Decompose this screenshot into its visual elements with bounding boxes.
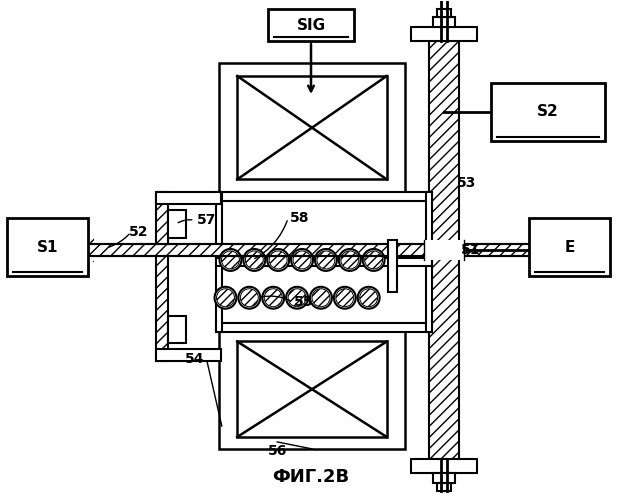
Bar xyxy=(216,322,432,332)
Circle shape xyxy=(358,287,379,308)
Bar xyxy=(168,210,186,238)
Bar xyxy=(88,244,529,256)
Circle shape xyxy=(220,249,241,271)
Bar xyxy=(237,342,387,437)
Bar xyxy=(156,350,221,362)
Bar xyxy=(388,240,396,292)
Bar xyxy=(434,473,455,482)
Circle shape xyxy=(291,249,313,271)
Circle shape xyxy=(215,287,236,308)
Circle shape xyxy=(238,287,260,308)
Circle shape xyxy=(286,287,308,308)
Bar xyxy=(7,218,88,276)
Circle shape xyxy=(288,289,306,306)
Circle shape xyxy=(310,287,332,308)
Bar xyxy=(437,10,451,18)
Circle shape xyxy=(363,249,384,271)
Bar xyxy=(411,27,477,41)
Circle shape xyxy=(364,251,383,269)
Circle shape xyxy=(317,251,335,269)
Bar xyxy=(216,192,221,332)
Text: S2: S2 xyxy=(537,104,559,120)
Circle shape xyxy=(360,289,378,306)
Text: 57: 57 xyxy=(197,213,216,227)
Bar xyxy=(426,192,432,332)
Circle shape xyxy=(240,289,258,306)
Text: S1: S1 xyxy=(37,240,58,254)
Circle shape xyxy=(312,289,330,306)
Bar xyxy=(437,482,451,490)
Circle shape xyxy=(216,289,234,306)
Text: E: E xyxy=(564,240,575,254)
Text: 51: 51 xyxy=(461,243,481,257)
Bar xyxy=(268,10,354,41)
Bar xyxy=(529,218,610,276)
Bar xyxy=(82,238,94,262)
Bar xyxy=(491,83,605,140)
Bar xyxy=(218,330,406,449)
Circle shape xyxy=(339,249,361,271)
Text: 53: 53 xyxy=(457,176,476,190)
Circle shape xyxy=(341,251,359,269)
Circle shape xyxy=(221,251,239,269)
Circle shape xyxy=(245,251,263,269)
Bar xyxy=(237,76,387,180)
Text: SIG: SIG xyxy=(297,18,325,33)
Text: 58: 58 xyxy=(290,211,310,225)
Bar xyxy=(429,41,459,459)
Bar xyxy=(434,18,455,27)
Circle shape xyxy=(269,251,287,269)
Bar xyxy=(424,240,464,260)
Bar xyxy=(168,316,186,344)
Bar xyxy=(156,192,221,204)
Circle shape xyxy=(315,249,337,271)
Circle shape xyxy=(264,289,282,306)
Text: ФИГ.2В: ФИГ.2В xyxy=(272,468,350,485)
Text: 56: 56 xyxy=(267,444,287,458)
Circle shape xyxy=(293,251,311,269)
Circle shape xyxy=(243,249,265,271)
Bar xyxy=(411,459,477,473)
Circle shape xyxy=(336,289,354,306)
Bar xyxy=(218,63,406,192)
Bar xyxy=(216,258,432,266)
Text: 52: 52 xyxy=(129,225,149,239)
Text: 55: 55 xyxy=(294,294,313,308)
Circle shape xyxy=(334,287,356,308)
Circle shape xyxy=(267,249,289,271)
Text: 54: 54 xyxy=(185,352,205,366)
Bar xyxy=(216,192,432,202)
Bar xyxy=(156,192,168,362)
Circle shape xyxy=(262,287,284,308)
